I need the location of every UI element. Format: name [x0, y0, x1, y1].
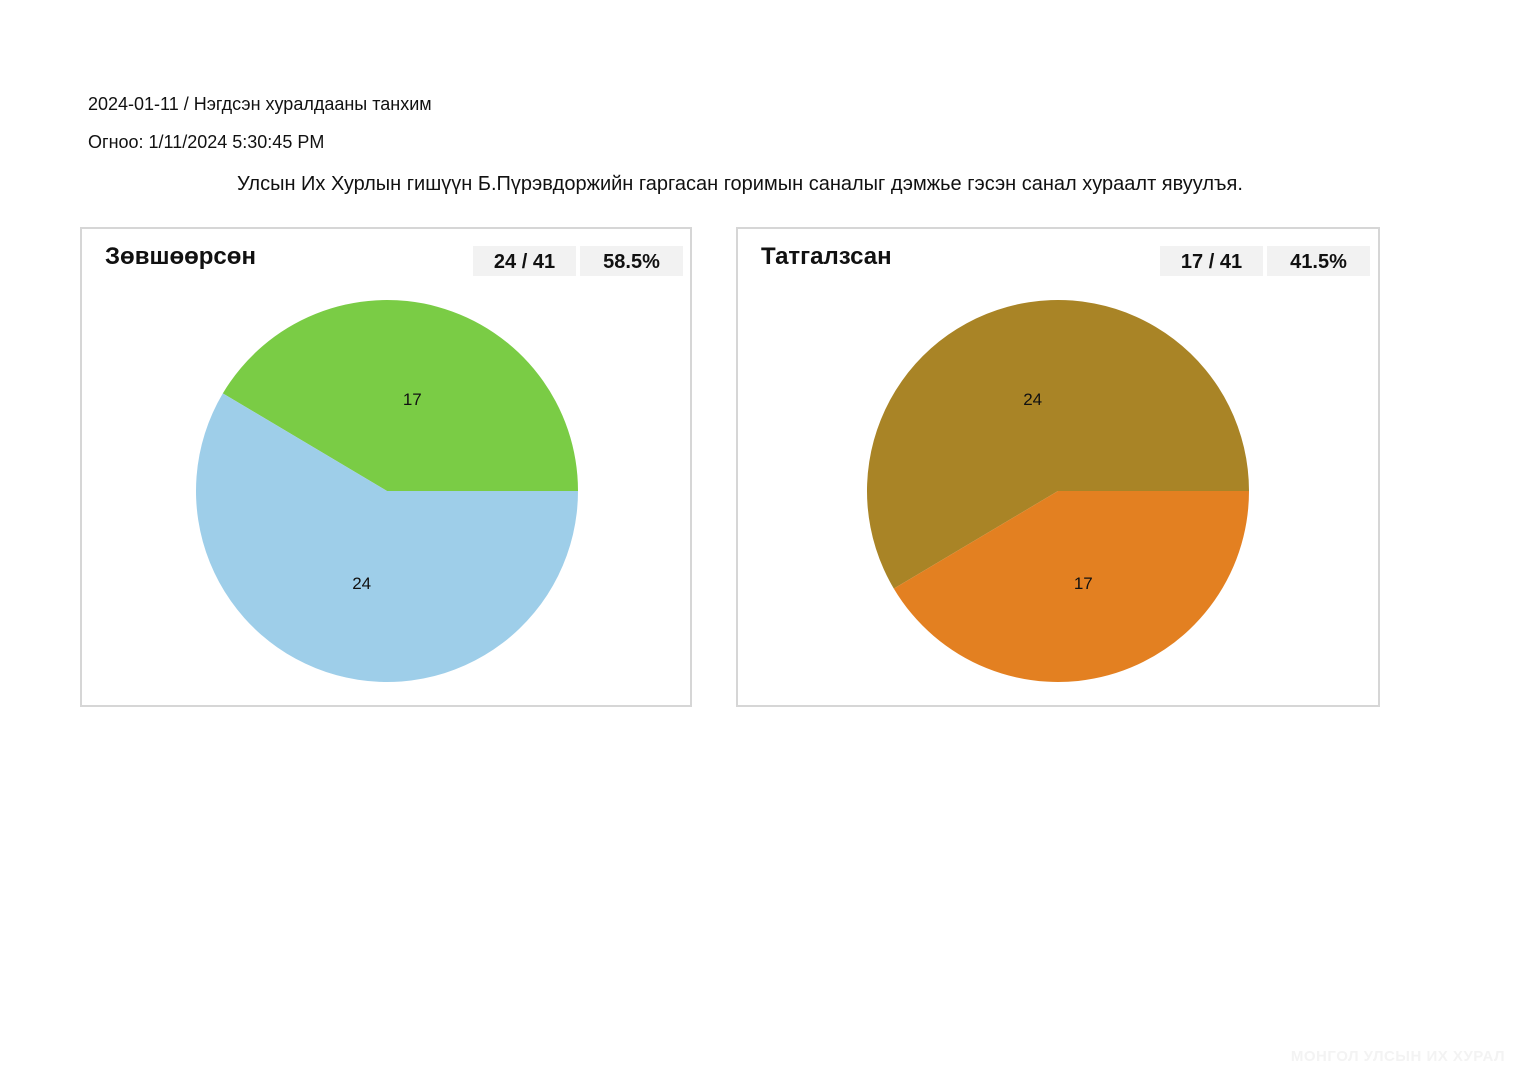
reject-slice-0 [867, 299, 1249, 589]
reject-percent: 41.5% [1267, 246, 1370, 276]
reject-pie-chart: 24 17 [867, 299, 1249, 682]
vote-subject: Улсын Их Хурлын гишүүн Б.Пүрэвдоржийн га… [237, 173, 1243, 195]
reject-slice-1 [893, 491, 1249, 682]
vote-date: Огноо: 1/11/2024 5:30:45 PM [88, 132, 325, 152]
session-info: 2024-01-11 / Нэгдсэн хуралдааны танхим [88, 94, 432, 114]
reject-panel: 24 17 Татгалзсан 17 / 41 41.5% [736, 227, 1380, 707]
approve-slice-1 [196, 393, 579, 682]
approve-slice-0 [222, 299, 578, 491]
approve-panel: 17 24 Зөвшөөрсөн 24 / 41 58.5% [80, 227, 692, 707]
approve-title: Зөвшөөрсөн [105, 243, 256, 270]
approve-slice-label-0: 17 [403, 390, 422, 409]
approve-percent: 58.5% [580, 246, 683, 276]
approve-count: 24 / 41 [473, 246, 576, 276]
watermark: МОНГОЛ УЛСЫН ИХ ХУРАЛ [1290, 1048, 1505, 1065]
reject-slice-label-1: 17 [1074, 574, 1093, 593]
approve-slice-label-1: 24 [352, 574, 371, 593]
reject-slice-label-0: 24 [1023, 390, 1042, 409]
reject-title: Татгалзсан [761, 243, 892, 270]
reject-count: 17 / 41 [1160, 246, 1263, 276]
